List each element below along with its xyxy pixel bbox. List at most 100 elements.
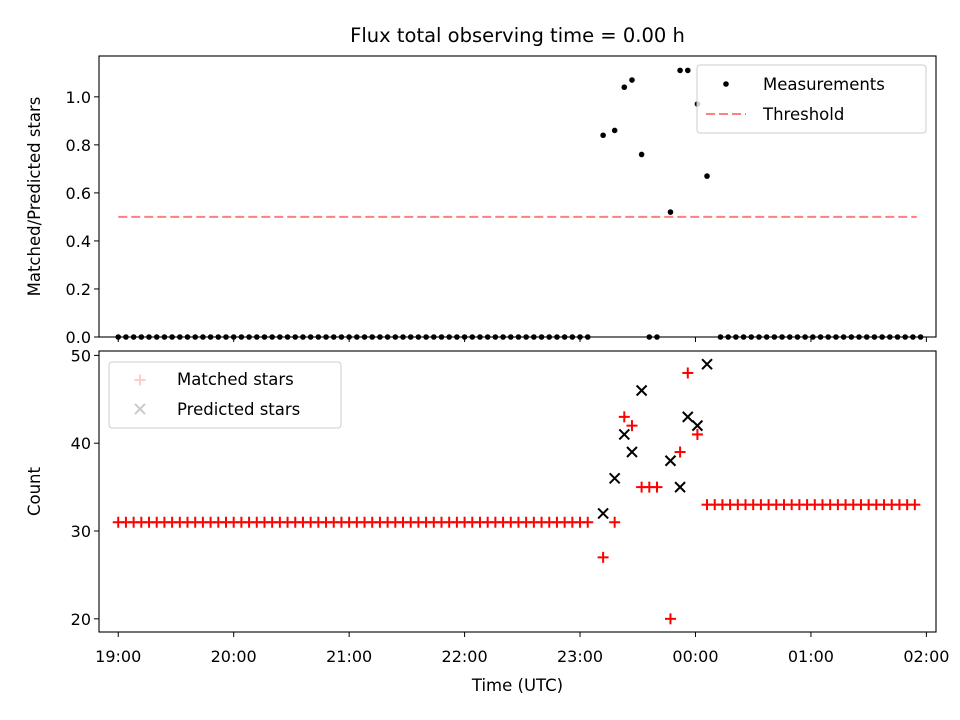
measurement-point bbox=[161, 334, 168, 340]
measurement-point bbox=[538, 334, 545, 340]
bottom-x-tick-label: 23:00 bbox=[557, 647, 603, 666]
legend-measurements-label: Measurements bbox=[763, 75, 885, 94]
matched-star-point bbox=[674, 446, 686, 458]
measurement-point bbox=[223, 334, 229, 340]
measurement-point bbox=[523, 334, 529, 340]
measurement-point bbox=[756, 334, 762, 340]
chart-title: Flux total observing time = 0.00 h bbox=[350, 24, 685, 47]
measurement-point bbox=[130, 334, 137, 340]
measurement-point bbox=[802, 334, 808, 340]
top-legend-box bbox=[696, 64, 927, 134]
top-y-axis-label: Matched/Predicted stars bbox=[25, 97, 44, 297]
matched-star-point bbox=[691, 428, 703, 440]
legend-matched-label: Matched stars bbox=[177, 370, 294, 389]
measurement-point bbox=[515, 334, 522, 340]
measurement-point bbox=[115, 334, 122, 340]
bottom-x-tick-label: 19:00 bbox=[95, 647, 141, 666]
measurement-point bbox=[307, 334, 314, 340]
measurement-point bbox=[840, 334, 847, 340]
bottom-y-tick-label: 20 bbox=[71, 610, 91, 629]
measurement-point bbox=[871, 334, 878, 340]
top-y-tick-label: 0.6 bbox=[66, 184, 91, 203]
bottom-x-tick-label: 20:00 bbox=[211, 647, 257, 666]
measurement-point bbox=[817, 334, 824, 340]
measurement-point bbox=[454, 334, 460, 340]
measurement-point bbox=[207, 334, 214, 340]
measurement-point bbox=[725, 334, 731, 340]
measurement-point bbox=[438, 334, 445, 340]
x-axis-label: Time (UTC) bbox=[471, 676, 563, 695]
measurement-point bbox=[600, 132, 606, 139]
measurement-point bbox=[621, 84, 628, 91]
predicted-x-b bbox=[618, 428, 630, 441]
measurement-point bbox=[261, 334, 268, 340]
measurement-point bbox=[677, 67, 683, 74]
measurement-point bbox=[733, 334, 739, 340]
bottom-axes-frame bbox=[98, 350, 937, 633]
measurement-point bbox=[879, 334, 885, 340]
measurement-point bbox=[810, 334, 816, 340]
measurement-point bbox=[292, 334, 299, 340]
measurement-point bbox=[667, 209, 674, 215]
matched-star-point bbox=[664, 613, 676, 625]
measurement-point bbox=[477, 334, 483, 340]
predicted-x-b bbox=[691, 419, 704, 432]
measurement-point bbox=[569, 334, 576, 340]
predicted-star-point bbox=[618, 428, 630, 441]
measurement-point bbox=[638, 151, 645, 158]
measurement-point bbox=[717, 334, 724, 340]
measurement-point bbox=[825, 334, 832, 340]
measurement-point bbox=[431, 334, 437, 340]
measurement-point bbox=[400, 334, 406, 340]
measurement-point bbox=[369, 334, 376, 340]
measurement-point bbox=[910, 334, 916, 340]
predicted-star-point bbox=[635, 384, 648, 397]
measurement-point bbox=[407, 334, 414, 340]
bottom-y-tick-label: 30 bbox=[71, 522, 91, 541]
measurement-point bbox=[469, 334, 476, 340]
predicted-x-b bbox=[597, 507, 609, 520]
predicted-star-point bbox=[626, 446, 638, 458]
bottom-x-tick-label: 22:00 bbox=[442, 647, 488, 666]
measurement-point bbox=[246, 334, 252, 340]
bottom-x-tick-label: 21:00 bbox=[326, 647, 372, 666]
measurement-point bbox=[200, 334, 206, 340]
measurement-point bbox=[423, 334, 429, 340]
bottom-x-tick-label: 02:00 bbox=[903, 647, 949, 666]
measurement-point bbox=[848, 334, 855, 340]
legend-measurements-marker bbox=[723, 81, 729, 87]
measurement-point bbox=[856, 334, 862, 340]
bottom-x-tick-label: 00:00 bbox=[672, 647, 718, 666]
measurement-point bbox=[184, 334, 191, 340]
measurement-point bbox=[461, 334, 468, 340]
measurement-point bbox=[330, 334, 337, 340]
measurement-point bbox=[531, 334, 537, 340]
measurement-point bbox=[629, 77, 635, 83]
measurement-point bbox=[392, 334, 399, 340]
measurement-point bbox=[646, 334, 653, 340]
predicted-star-point bbox=[674, 481, 686, 493]
measurement-point bbox=[500, 334, 506, 340]
measurement-point bbox=[492, 334, 499, 340]
predicted-star-point bbox=[701, 358, 713, 370]
measurement-point bbox=[894, 334, 901, 340]
bottom-y-tick-label: 50 bbox=[71, 346, 91, 365]
measurement-point bbox=[546, 334, 553, 340]
predicted-x-b bbox=[682, 411, 694, 423]
matched-star-point bbox=[609, 516, 621, 528]
measurement-point bbox=[215, 334, 222, 340]
measurement-point bbox=[763, 334, 770, 340]
measurement-point bbox=[192, 334, 199, 340]
measurement-point bbox=[354, 334, 360, 340]
measurement-point bbox=[554, 334, 560, 340]
bottom-plot-area bbox=[112, 358, 921, 625]
measurement-point bbox=[415, 334, 422, 340]
measurement-point bbox=[230, 334, 237, 340]
measurement-point bbox=[253, 334, 260, 340]
measurement-point bbox=[704, 173, 710, 179]
measurement-point bbox=[577, 334, 583, 340]
measurement-point bbox=[146, 334, 152, 340]
measurement-point bbox=[315, 334, 322, 340]
